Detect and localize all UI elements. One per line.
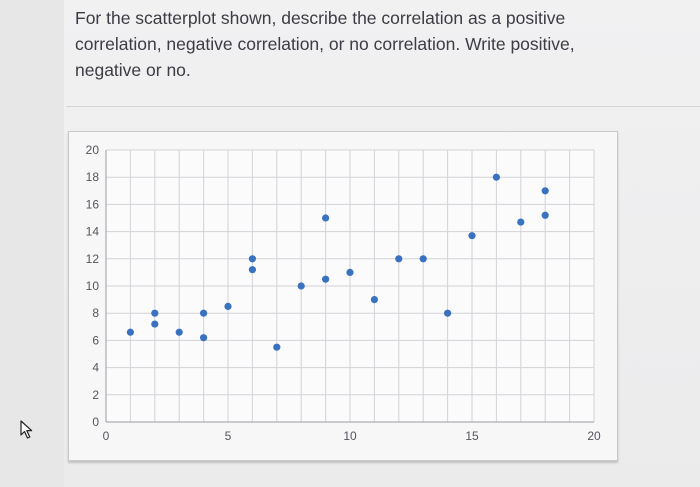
- question-text: For the scatterplot shown, describe the …: [75, 5, 615, 83]
- data-points: [126, 173, 549, 351]
- question-line: For the scatterplot shown, describe the …: [75, 8, 566, 28]
- x-tick-labels: 0 5 10 15 20: [103, 429, 601, 443]
- y-tick-label: 2: [92, 388, 99, 402]
- scatter-point: [297, 282, 305, 290]
- scatter-point: [200, 309, 208, 317]
- scatter-point: [126, 328, 134, 336]
- y-tick-label: 12: [86, 252, 100, 266]
- x-tick-label: 20: [587, 429, 601, 443]
- scatter-point: [248, 266, 256, 274]
- scatter-point: [541, 187, 549, 195]
- scatter-point: [175, 328, 183, 336]
- y-tick-label: 6: [92, 333, 99, 347]
- scatterplot: 0 2 4 6 8 10 12 14 16 18 20 0 5 10 15 20: [86, 143, 601, 443]
- y-tick-label: 20: [86, 143, 100, 157]
- scatter-point: [322, 275, 330, 283]
- scatter-point: [224, 302, 232, 310]
- scatter-point: [346, 268, 354, 276]
- x-tick-label: 10: [343, 429, 357, 443]
- y-tick-label: 14: [86, 225, 100, 239]
- scatter-point: [517, 218, 525, 226]
- scatter-point: [248, 255, 256, 263]
- grid: [105, 149, 595, 423]
- y-tick-label: 4: [92, 361, 99, 375]
- y-tick-label: 10: [86, 279, 100, 293]
- x-tick-label: 5: [225, 429, 232, 443]
- scatter-point: [395, 255, 403, 263]
- scatter-point: [444, 309, 452, 317]
- scatter-point: [541, 211, 549, 219]
- y-tick-label: 8: [92, 306, 99, 320]
- left-margin: [0, 0, 64, 487]
- y-tick-label: 18: [86, 170, 100, 184]
- y-tick-labels: 0 2 4 6 8 10 12 14 16 18 20: [86, 143, 100, 429]
- x-tick-label: 0: [103, 429, 110, 443]
- x-tick-label: 15: [465, 429, 479, 443]
- scatterplot-card: 0 2 4 6 8 10 12 14 16 18 20 0 5 10 15 20: [68, 131, 618, 461]
- scatter-point: [419, 255, 427, 263]
- scatter-point: [273, 343, 281, 351]
- scatter-point: [151, 320, 159, 328]
- scatter-point: [200, 334, 208, 342]
- y-tick-label: 0: [92, 415, 99, 429]
- divider: [66, 106, 700, 107]
- scatter-point: [370, 296, 378, 304]
- y-tick-label: 16: [86, 197, 100, 211]
- scatter-point: [151, 309, 159, 317]
- question-line: correlation, negative correlation, or no…: [75, 34, 575, 54]
- scatter-point: [468, 232, 476, 240]
- pointer-cursor-icon: [20, 420, 33, 439]
- scatter-point: [322, 214, 330, 222]
- axes: [105, 150, 594, 423]
- scatter-point: [492, 173, 500, 181]
- question-line: negative or no.: [75, 60, 191, 80]
